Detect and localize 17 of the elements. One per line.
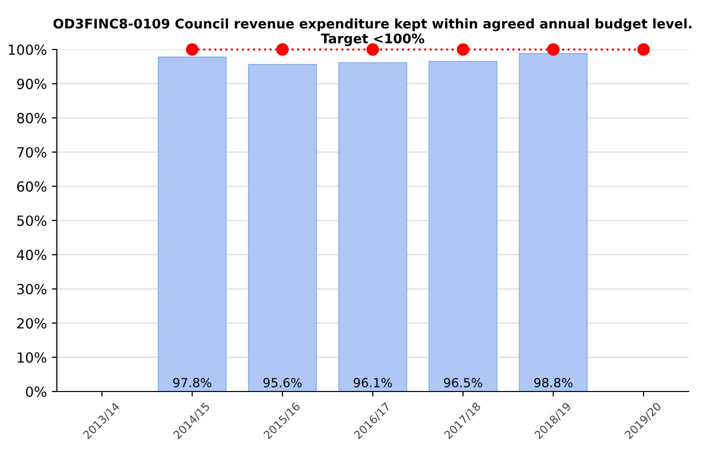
y-tick-label: 30% bbox=[17, 284, 46, 294]
y-tick-label: 60% bbox=[17, 181, 46, 192]
y-tick-label: 50% bbox=[17, 215, 46, 226]
data-label: 95.6% bbox=[263, 378, 302, 388]
data-label: 96.5% bbox=[444, 378, 482, 388]
y-tick-label: 0% bbox=[26, 386, 46, 397]
chart-title: OD3FINC8-0109 Council revenue expenditure kept within agreed annual budget level. Target <100% bbox=[53, 18, 692, 46]
y-tick-label: 70% bbox=[17, 147, 46, 158]
y-tick-label: 20% bbox=[17, 318, 46, 329]
y-tick-label: 100% bbox=[8, 44, 46, 55]
y-tick-label: 10% bbox=[18, 352, 46, 363]
data-label: 97.8% bbox=[173, 378, 212, 388]
data-label: 96.1% bbox=[354, 378, 392, 388]
y-tick-label: 90% bbox=[17, 78, 46, 90]
y-tick-label: 80% bbox=[17, 112, 46, 124]
data-label: 98.8% bbox=[534, 378, 572, 388]
y-tick-label: 40% bbox=[16, 250, 46, 260]
